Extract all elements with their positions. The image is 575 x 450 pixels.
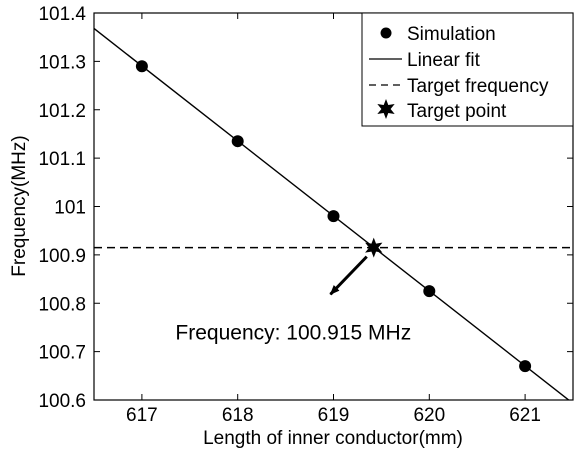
legend-linear-fit-label: Linear fit (407, 50, 481, 71)
legend-simulation-label: Simulation (407, 24, 496, 45)
legend-box (361, 12, 574, 127)
legend-target-point-marker (377, 99, 395, 119)
plot-area (94, 27, 573, 400)
legend-item-simulation: Simulation (380, 24, 496, 45)
simulation-point (519, 360, 532, 373)
y-tick-label: 101.2 (38, 101, 86, 122)
y-tick-label: 100.7 (38, 343, 86, 364)
legend-item-target-frequency: Target frequency (369, 76, 549, 97)
y-tick-label: 100.9 (38, 246, 86, 267)
annotation: Frequency: 100.915 MHz (175, 255, 411, 344)
x-tick-label: 618 (222, 405, 254, 426)
y-tick-label: 101.4 (38, 4, 86, 25)
legend-item-linear-fit: Linear fit (369, 50, 481, 71)
legend-item-target-point: Target point (377, 99, 507, 122)
y-axis-ticks: 100.6 100.7 100.8 100.9 101 101.1 101.2 101.3 10… (38, 4, 573, 412)
y-tick-label: 100.6 (38, 391, 86, 412)
simulation-point (231, 135, 244, 148)
y-tick-label: 100.8 (38, 294, 86, 315)
x-axis-label: Length of inner conductor(mm) (203, 428, 463, 449)
x-tick-label: 619 (318, 405, 350, 426)
legend-simulation-marker (380, 27, 392, 39)
target-point-marker (365, 237, 383, 258)
y-tick-label: 101.3 (38, 52, 86, 73)
simulation-point (135, 60, 148, 73)
simulation-point (423, 285, 436, 298)
annotation-text: Frequency: 100.915 MHz (175, 321, 411, 344)
y-axis-label: Frequency(MHz) (9, 135, 30, 276)
legend-target-point-label: Target point (407, 101, 507, 122)
legend: Simulation Linear fit Target frequency T… (361, 12, 574, 127)
y-tick-label: 101.1 (38, 149, 86, 170)
simulation-point (327, 210, 340, 223)
plot-frame (93, 12, 574, 401)
annotation-arrow (329, 255, 368, 296)
x-axis-ticks: 617 618 619 620 621 (126, 13, 541, 426)
y-tick-label: 101 (54, 198, 86, 219)
x-tick-label: 617 (126, 405, 158, 426)
x-tick-label: 620 (413, 405, 445, 426)
legend-target-frequency-label: Target frequency (407, 76, 549, 97)
x-tick-label: 621 (509, 405, 541, 426)
